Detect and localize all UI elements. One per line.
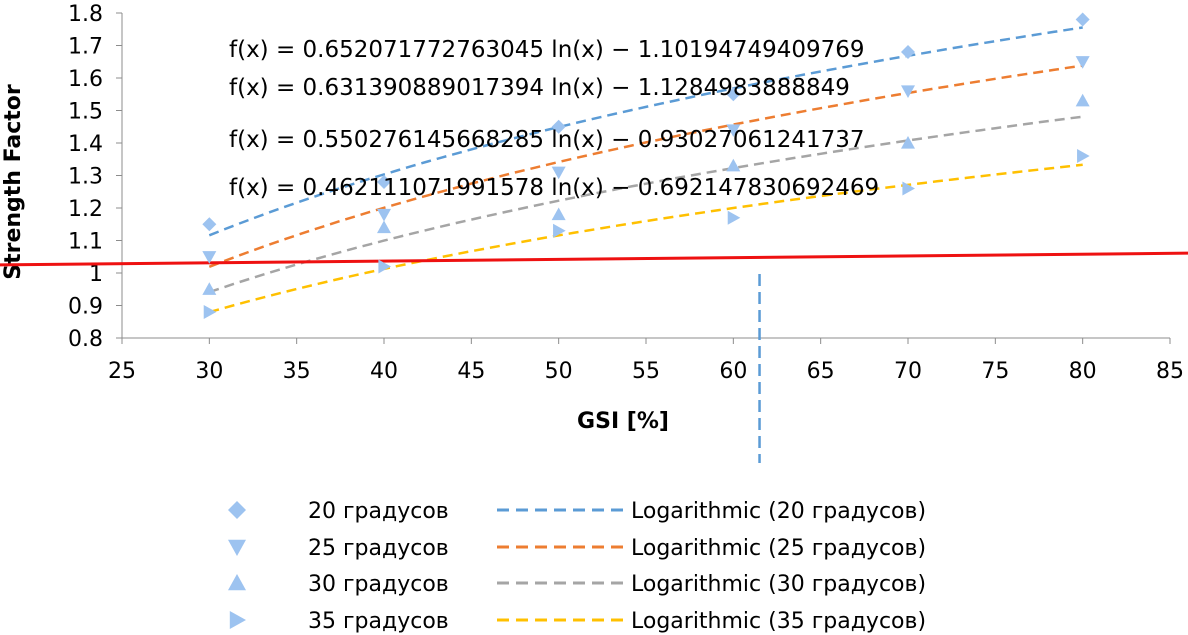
y-tick-label-2: 1: [89, 262, 103, 287]
x-tick-label-5: 50: [545, 359, 573, 384]
legend-label-3: 35 градусов: [308, 609, 449, 634]
legend-label-2: 30 градусов: [308, 572, 449, 597]
x-tick-label-7: 60: [719, 359, 747, 384]
trendlines: [208, 26, 1083, 314]
legend-marker-2: [228, 574, 246, 591]
point-s0-4: [901, 45, 915, 59]
point-s1-4: [901, 85, 915, 98]
x-tick-label-6: 55: [632, 359, 660, 384]
trendline-equations: f(x) = 0.652071772763045 ln(x) − 1.10194…: [229, 37, 879, 201]
legend-marker-1: [228, 539, 246, 556]
trendline-1: [208, 64, 1083, 268]
point-s2-3: [726, 158, 741, 172]
legend-marker-0: [228, 501, 246, 519]
legend: 20 градусов Logarithmic (20 градусов) 25 г…: [228, 499, 926, 634]
point-s3-3: [727, 210, 741, 225]
point-s1-0: [202, 251, 217, 264]
point-s1-5: [1075, 56, 1090, 69]
x-tick-label-8: 65: [807, 359, 835, 384]
x-tick-label-9: 70: [894, 359, 922, 384]
point-s1-1: [377, 208, 391, 222]
point-s1-2: [551, 166, 566, 180]
legend-marker-3: [229, 611, 246, 629]
legend-label-0: 20 градусов: [308, 499, 449, 524]
x-tick-label-4: 45: [457, 359, 485, 384]
data-points: [202, 12, 1090, 319]
trendline-0: [208, 26, 1083, 237]
y-tick-label-1: 0.9: [68, 295, 103, 320]
red-reference-line: [0, 251, 1188, 267]
x-tick-label-1: 30: [195, 359, 223, 384]
trendline-2: [208, 115, 1083, 294]
equation-35: f(x) = 0.462111071991578 ln(x) − 0.69214…: [229, 175, 879, 201]
y-tick-label-8: 1.6: [68, 67, 103, 92]
equation-20: f(x) = 0.652071772763045 ln(x) − 1.10194…: [229, 37, 865, 63]
point-s3-1: [378, 259, 391, 274]
y-tick-label-9: 1.7: [68, 35, 103, 60]
point-s0-5: [1075, 12, 1090, 27]
reference-lines: [0, 251, 1188, 463]
equation-25: f(x) = 0.631390889017394 ln(x) − 1.12849…: [229, 75, 850, 101]
point-s2-2: [551, 207, 566, 221]
x-axis-title: GSI [%]: [577, 409, 669, 434]
point-s0-2: [551, 119, 566, 134]
x-tick-label-12: 85: [1156, 359, 1184, 384]
point-s2-5: [1075, 93, 1090, 107]
point-s0-3: [726, 87, 741, 102]
x-tick-label-2: 35: [283, 359, 311, 384]
x-tick-label-3: 40: [370, 359, 398, 384]
y-tick-label-7: 1.5: [68, 100, 103, 125]
legend-trend-label-1: Logarithmic (25 градусов): [631, 536, 926, 561]
point-s2-0: [202, 282, 217, 295]
y-tick-label-6: 1.4: [68, 132, 103, 157]
equation-30: f(x) = 0.550276145668285 ln(x) − 0.93027…: [229, 127, 865, 153]
legend-label-1: 25 градусов: [308, 536, 449, 561]
point-s3-0: [203, 305, 217, 319]
x-tick-label-11: 80: [1069, 359, 1097, 384]
legend-trend-label-0: Logarithmic (20 градусов): [631, 499, 926, 524]
x-tick-labels: 25 30 35 40 45 50 55 60 65 70 75 80 85: [108, 338, 1184, 384]
y-tick-label-3: 1.1: [68, 230, 103, 255]
y-axis-title: Strength Factor: [1, 84, 26, 280]
x-tick-label-10: 75: [981, 359, 1009, 384]
trendline-3: [208, 163, 1083, 314]
x-tick-label-0: 25: [108, 359, 136, 384]
point-s1-3: [726, 124, 741, 137]
y-tick-label-4: 1.2: [68, 197, 103, 222]
point-s2-4: [901, 136, 915, 149]
point-s3-5: [1077, 149, 1090, 163]
point-s3-4: [902, 181, 915, 196]
point-s3-2: [553, 223, 566, 238]
point-s0-0: [202, 217, 217, 232]
point-s2-1: [377, 220, 391, 234]
y-tick-label-0: 0.8: [68, 327, 103, 352]
point-s0-1: [377, 175, 391, 189]
legend-trend-label-3: Logarithmic (35 градусов): [631, 609, 926, 634]
y-tick-label-5: 1.3: [68, 165, 103, 190]
y-tick-label-10: 1.8: [68, 2, 103, 27]
y-tick-labels: 0.8 0.9 1 1.1 1.2 1.3 1.4 1.5 1.6 1.7 1.8: [68, 2, 122, 352]
legend-trend-label-2: Logarithmic (30 градусов): [631, 572, 926, 597]
